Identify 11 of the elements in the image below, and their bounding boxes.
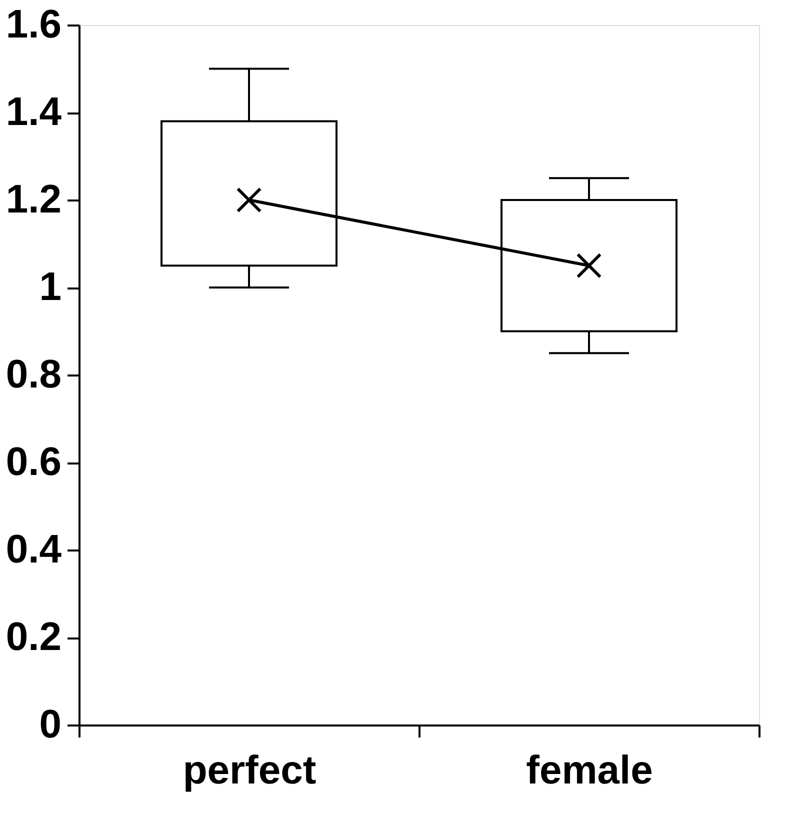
y-tick-label: 0.4	[6, 528, 62, 572]
x-tick-label: female	[526, 748, 653, 792]
y-tick-label: 0.6	[6, 440, 62, 484]
y-tick-label: 0.8	[6, 352, 62, 396]
y-tick-label: 1	[39, 265, 62, 309]
y-tick-label: 1.4	[6, 90, 62, 134]
x-tick-label: perfect	[182, 748, 316, 792]
y-tick-label: 1.2	[6, 178, 62, 222]
y-tick-label: 0	[39, 702, 62, 746]
y-tick-label: 0.2	[6, 615, 62, 659]
y-tick-label: 1.6	[6, 2, 62, 46]
